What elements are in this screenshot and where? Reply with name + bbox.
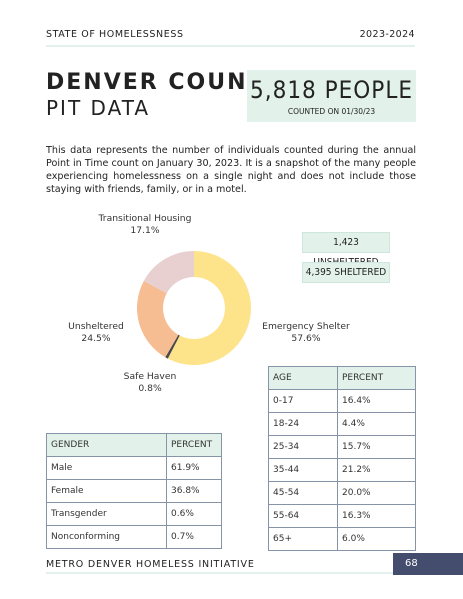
age-cell: 45-54 <box>268 481 338 505</box>
gender-header-gender: GENDER <box>46 433 167 457</box>
page-subtitle: PIT DATA <box>46 96 151 120</box>
count-box: 5,818 PEOPLE COUNTED ON 01/30/23 <box>247 70 416 122</box>
age-cell: 55-64 <box>268 504 338 528</box>
table-row: 55-64 16.3% <box>268 504 416 528</box>
table-row: 35-44 21.2% <box>268 458 416 482</box>
age-table: AGE PERCENT 0-17 16.4% 18-24 4.4% 25-34 15.… <box>268 366 416 551</box>
count-total: 5,818 PEOPLE <box>250 76 413 104</box>
unsheltered-badge: 1,423 UNSHELTERED <box>302 232 390 268</box>
percent-cell: 0.6% <box>166 502 222 526</box>
age-header-percent: PERCENT <box>337 366 416 390</box>
description-paragraph: This data represents the number of indiv… <box>46 145 416 195</box>
label-transitional-housing-pct: 17.1% <box>130 225 160 236</box>
label-transitional-housing-name: Transitional Housing <box>98 213 192 224</box>
page-number: 68 <box>393 553 463 575</box>
label-emergency-shelter: Emergency Shelter 57.6% <box>250 321 362 345</box>
age-table-header: AGE PERCENT <box>268 366 416 390</box>
label-transitional-housing: Transitional Housing 17.1% <box>86 213 204 237</box>
percent-cell: 6.0% <box>337 527 416 551</box>
gender-cell: Transgender <box>46 502 167 526</box>
age-cell: 65+ <box>268 527 338 551</box>
page-title: DENVER COUNTY <box>46 70 283 95</box>
header-year: 2023-2024 <box>359 29 415 40</box>
age-cell: 0-17 <box>268 389 338 413</box>
gender-cell: Male <box>46 456 167 480</box>
label-emergency-shelter-name: Emergency Shelter <box>262 321 350 332</box>
gender-table: GENDER PERCENT Male 61.9% Female 36.8% Tra… <box>46 433 222 549</box>
percent-cell: 36.8% <box>166 479 222 503</box>
label-safe-haven: Safe Haven 0.8% <box>110 371 190 395</box>
sheltered-badge: 4,395 SHELTERED <box>302 262 390 283</box>
age-header-age: AGE <box>268 366 338 390</box>
table-row: 45-54 20.0% <box>268 481 416 505</box>
percent-cell: 15.7% <box>337 435 416 459</box>
slice-unsheltered <box>137 280 179 358</box>
table-row: 25-34 15.7% <box>268 435 416 459</box>
age-cell: 18-24 <box>268 412 338 436</box>
percent-cell: 0.7% <box>166 525 222 549</box>
table-row: Male 61.9% <box>46 456 222 480</box>
percent-cell: 16.3% <box>337 504 416 528</box>
percent-cell: 61.9% <box>166 456 222 480</box>
table-row: Nonconforming 0.7% <box>46 525 222 549</box>
label-unsheltered-name: Unsheltered <box>68 321 124 332</box>
footer-divider <box>46 572 393 574</box>
label-safe-haven-name: Safe Haven <box>123 371 177 382</box>
count-date: COUNTED ON 01/30/23 <box>287 107 376 116</box>
gender-cell: Nonconforming <box>46 525 167 549</box>
table-row: Transgender 0.6% <box>46 502 222 526</box>
percent-cell: 21.2% <box>337 458 416 482</box>
table-row: 0-17 16.4% <box>268 389 416 413</box>
table-row: 65+ 6.0% <box>268 527 416 551</box>
header-title: STATE OF HOMELESSNESS <box>46 29 184 40</box>
percent-cell: 4.4% <box>337 412 416 436</box>
percent-cell: 16.4% <box>337 389 416 413</box>
slice-emergency-shelter <box>167 251 251 365</box>
slice-safe-haven <box>165 334 180 359</box>
table-row: Female 36.8% <box>46 479 222 503</box>
slice-transitional-housing <box>143 251 194 294</box>
label-safe-haven-pct: 0.8% <box>138 383 162 394</box>
gender-table-header: GENDER PERCENT <box>46 433 222 457</box>
label-unsheltered: Unsheltered 24.5% <box>56 321 136 345</box>
label-emergency-shelter-pct: 57.6% <box>291 333 321 344</box>
gender-header-percent: PERCENT <box>166 433 222 457</box>
table-row: 18-24 4.4% <box>268 412 416 436</box>
header-divider <box>46 45 415 47</box>
percent-cell: 20.0% <box>337 481 416 505</box>
gender-cell: Female <box>46 479 167 503</box>
footer-organization: METRO DENVER HOMELESS INITIATIVE <box>46 559 255 570</box>
age-cell: 35-44 <box>268 458 338 482</box>
age-cell: 25-34 <box>268 435 338 459</box>
label-unsheltered-pct: 24.5% <box>81 333 111 344</box>
